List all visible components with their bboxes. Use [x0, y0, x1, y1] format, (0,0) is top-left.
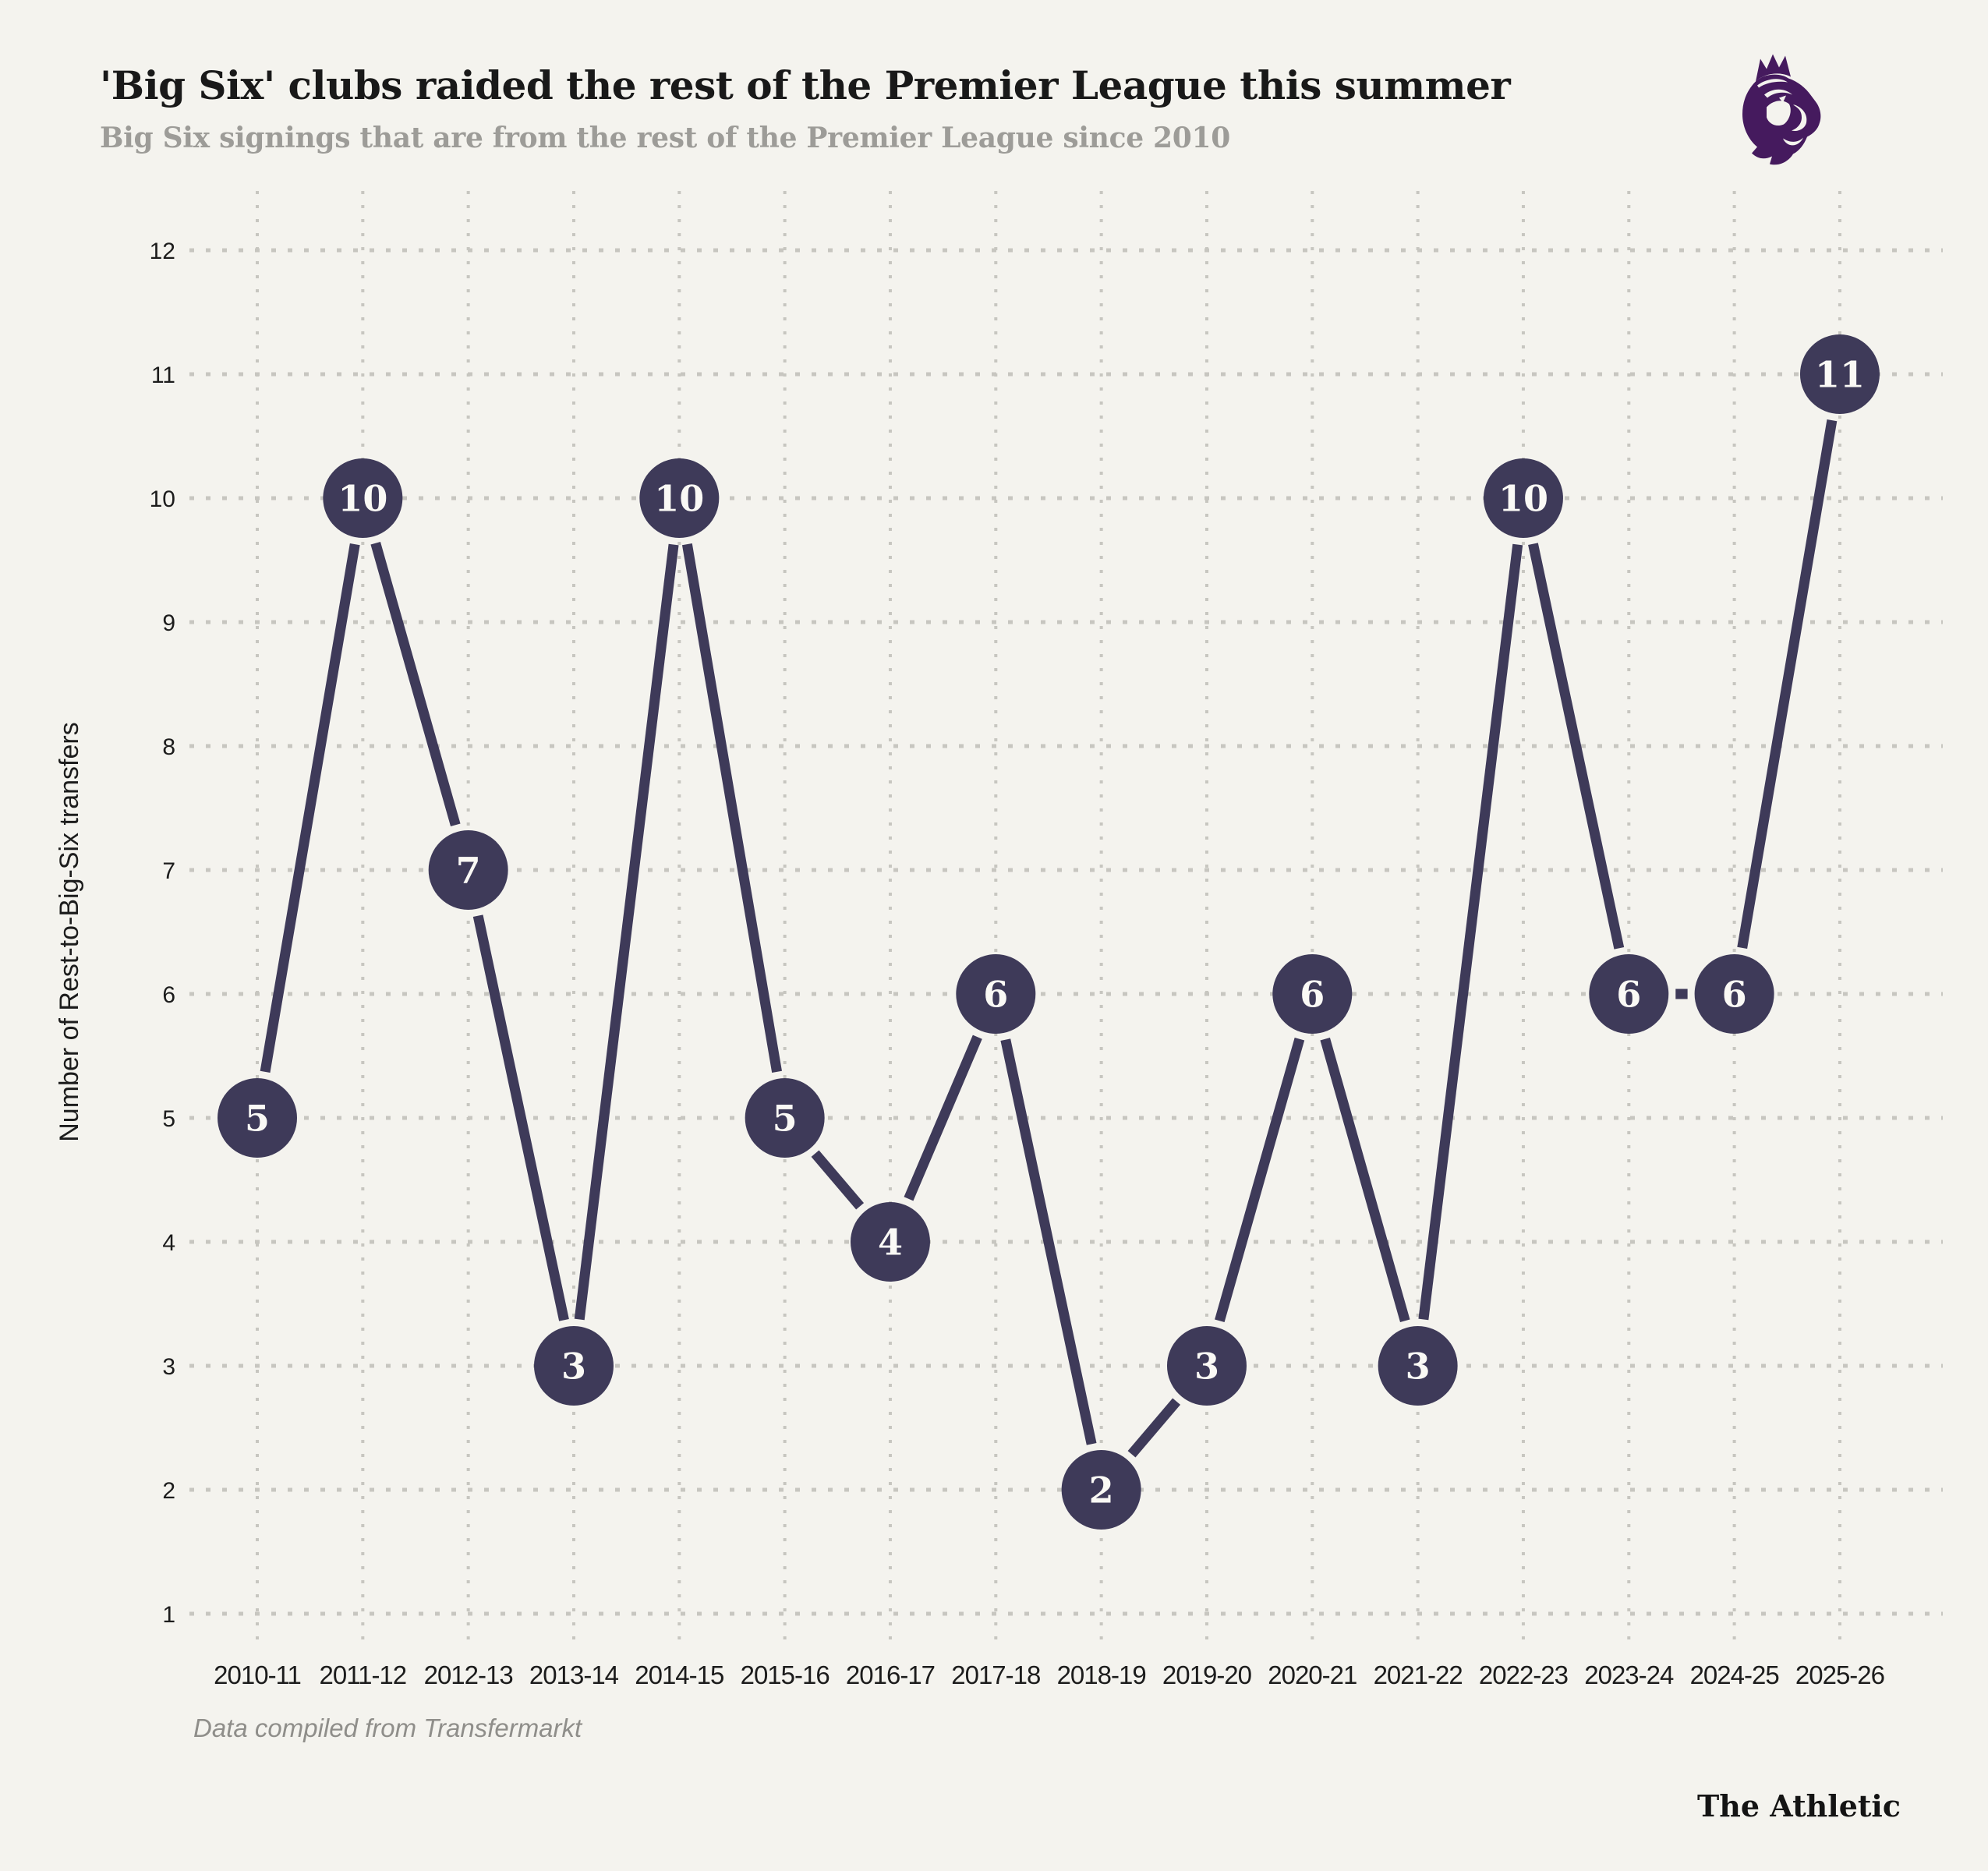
y-tick-label: 1	[162, 1602, 175, 1628]
data-point-marker	[1799, 334, 1880, 414]
data-point-label: 5	[245, 1098, 270, 1140]
chart-title: 'Big Six' clubs raided the rest of the P…	[100, 62, 1511, 108]
x-tick-label: 2020-21	[1268, 1661, 1357, 1689]
the-athletic-logo: The Athletic	[1696, 1788, 1901, 1823]
source-note: Data compiled from Transfermarkt	[193, 1714, 582, 1742]
data-point-marker	[1694, 954, 1774, 1034]
line-segment	[1418, 543, 1523, 1321]
y-tick-label: 8	[162, 734, 175, 760]
data-point-label: 6	[1300, 974, 1325, 1016]
y-tick-label: 6	[162, 982, 175, 1008]
data-point-marker	[1483, 458, 1563, 538]
x-tick-label: 2025-26	[1795, 1661, 1884, 1689]
x-tick-label: 2019-20	[1162, 1661, 1252, 1689]
x-tick-label: 2012-13	[424, 1661, 513, 1689]
data-point-marker	[1166, 1326, 1247, 1406]
data-point-marker	[323, 458, 403, 538]
x-tick-label: 2016-17	[846, 1661, 935, 1689]
line-segment	[1737, 419, 1838, 949]
data-point-label: 3	[561, 1346, 586, 1388]
x-tick-label: 2023-24	[1584, 1661, 1674, 1689]
data-point-label: 3	[1406, 1346, 1431, 1388]
data-point-label: 6	[983, 974, 1008, 1016]
data-point-label: 3	[1194, 1346, 1219, 1388]
y-axis-title: Number of Rest-to-Big-Six transfers	[55, 722, 84, 1142]
y-tick-label: 3	[162, 1354, 175, 1380]
y-tick-label: 9	[162, 610, 175, 636]
x-tick-label: 2018-19	[1057, 1661, 1146, 1689]
x-tick-label: 2024-25	[1690, 1661, 1779, 1689]
data-point-marker	[428, 830, 508, 910]
data-point-marker	[218, 1078, 297, 1158]
x-tick-label: 2017-18	[951, 1661, 1040, 1689]
data-point-label: 5	[773, 1098, 798, 1140]
data-point-marker	[1061, 1450, 1141, 1530]
x-tick-label: 2021-22	[1374, 1661, 1463, 1689]
y-tick-label: 7	[162, 858, 175, 884]
line-segment	[574, 543, 679, 1321]
line-segment	[1000, 1038, 1097, 1445]
line-segment	[472, 914, 569, 1321]
data-point-label: 10	[654, 478, 704, 520]
line-segment	[1127, 1398, 1181, 1458]
data-point-label: 6	[1616, 974, 1641, 1016]
y-tick-label: 5	[162, 1106, 175, 1132]
y-tick-label: 10	[150, 486, 175, 512]
data-point-marker	[956, 954, 1036, 1034]
chart-subtitle: Big Six signings that are from the rest …	[100, 122, 1231, 154]
line-segment	[681, 543, 782, 1073]
data-point-label: 10	[1498, 478, 1548, 520]
y-tick-label: 2	[162, 1478, 175, 1504]
y-tick-label: 11	[151, 363, 175, 388]
x-tick-label: 2013-14	[529, 1661, 619, 1689]
x-tick-label: 2010-11	[214, 1661, 301, 1689]
x-tick-label: 2022-23	[1479, 1661, 1568, 1689]
x-tick-label: 2011-12	[319, 1661, 406, 1689]
line-segment	[370, 541, 461, 827]
data-point-marker	[639, 458, 720, 538]
y-tick-label: 4	[162, 1230, 175, 1256]
line-segment	[1215, 1037, 1305, 1323]
data-point-label: 7	[456, 850, 481, 892]
data-point-label: 11	[1815, 354, 1865, 396]
data-point-marker	[533, 1326, 614, 1406]
x-tick-label: 2014-15	[635, 1661, 723, 1689]
data-point-marker	[745, 1078, 825, 1158]
data-point-label: 10	[338, 478, 387, 520]
x-tick-label: 2015-16	[741, 1661, 830, 1689]
line-segment	[1528, 543, 1625, 950]
data-point-marker	[850, 1202, 930, 1282]
data-point-label: 2	[1089, 1470, 1114, 1512]
premier-league-lion-icon	[1739, 50, 1832, 172]
line-segment	[1320, 1037, 1410, 1323]
line-segment	[904, 1035, 982, 1201]
data-point-marker	[1589, 954, 1669, 1034]
data-point-marker	[1272, 954, 1353, 1034]
data-point-label: 6	[1722, 974, 1747, 1016]
y-tick-label: 12	[150, 239, 175, 264]
line-segment	[260, 543, 360, 1073]
line-segment	[811, 1150, 865, 1210]
data-point-label: 4	[878, 1222, 903, 1264]
data-point-marker	[1378, 1326, 1458, 1406]
